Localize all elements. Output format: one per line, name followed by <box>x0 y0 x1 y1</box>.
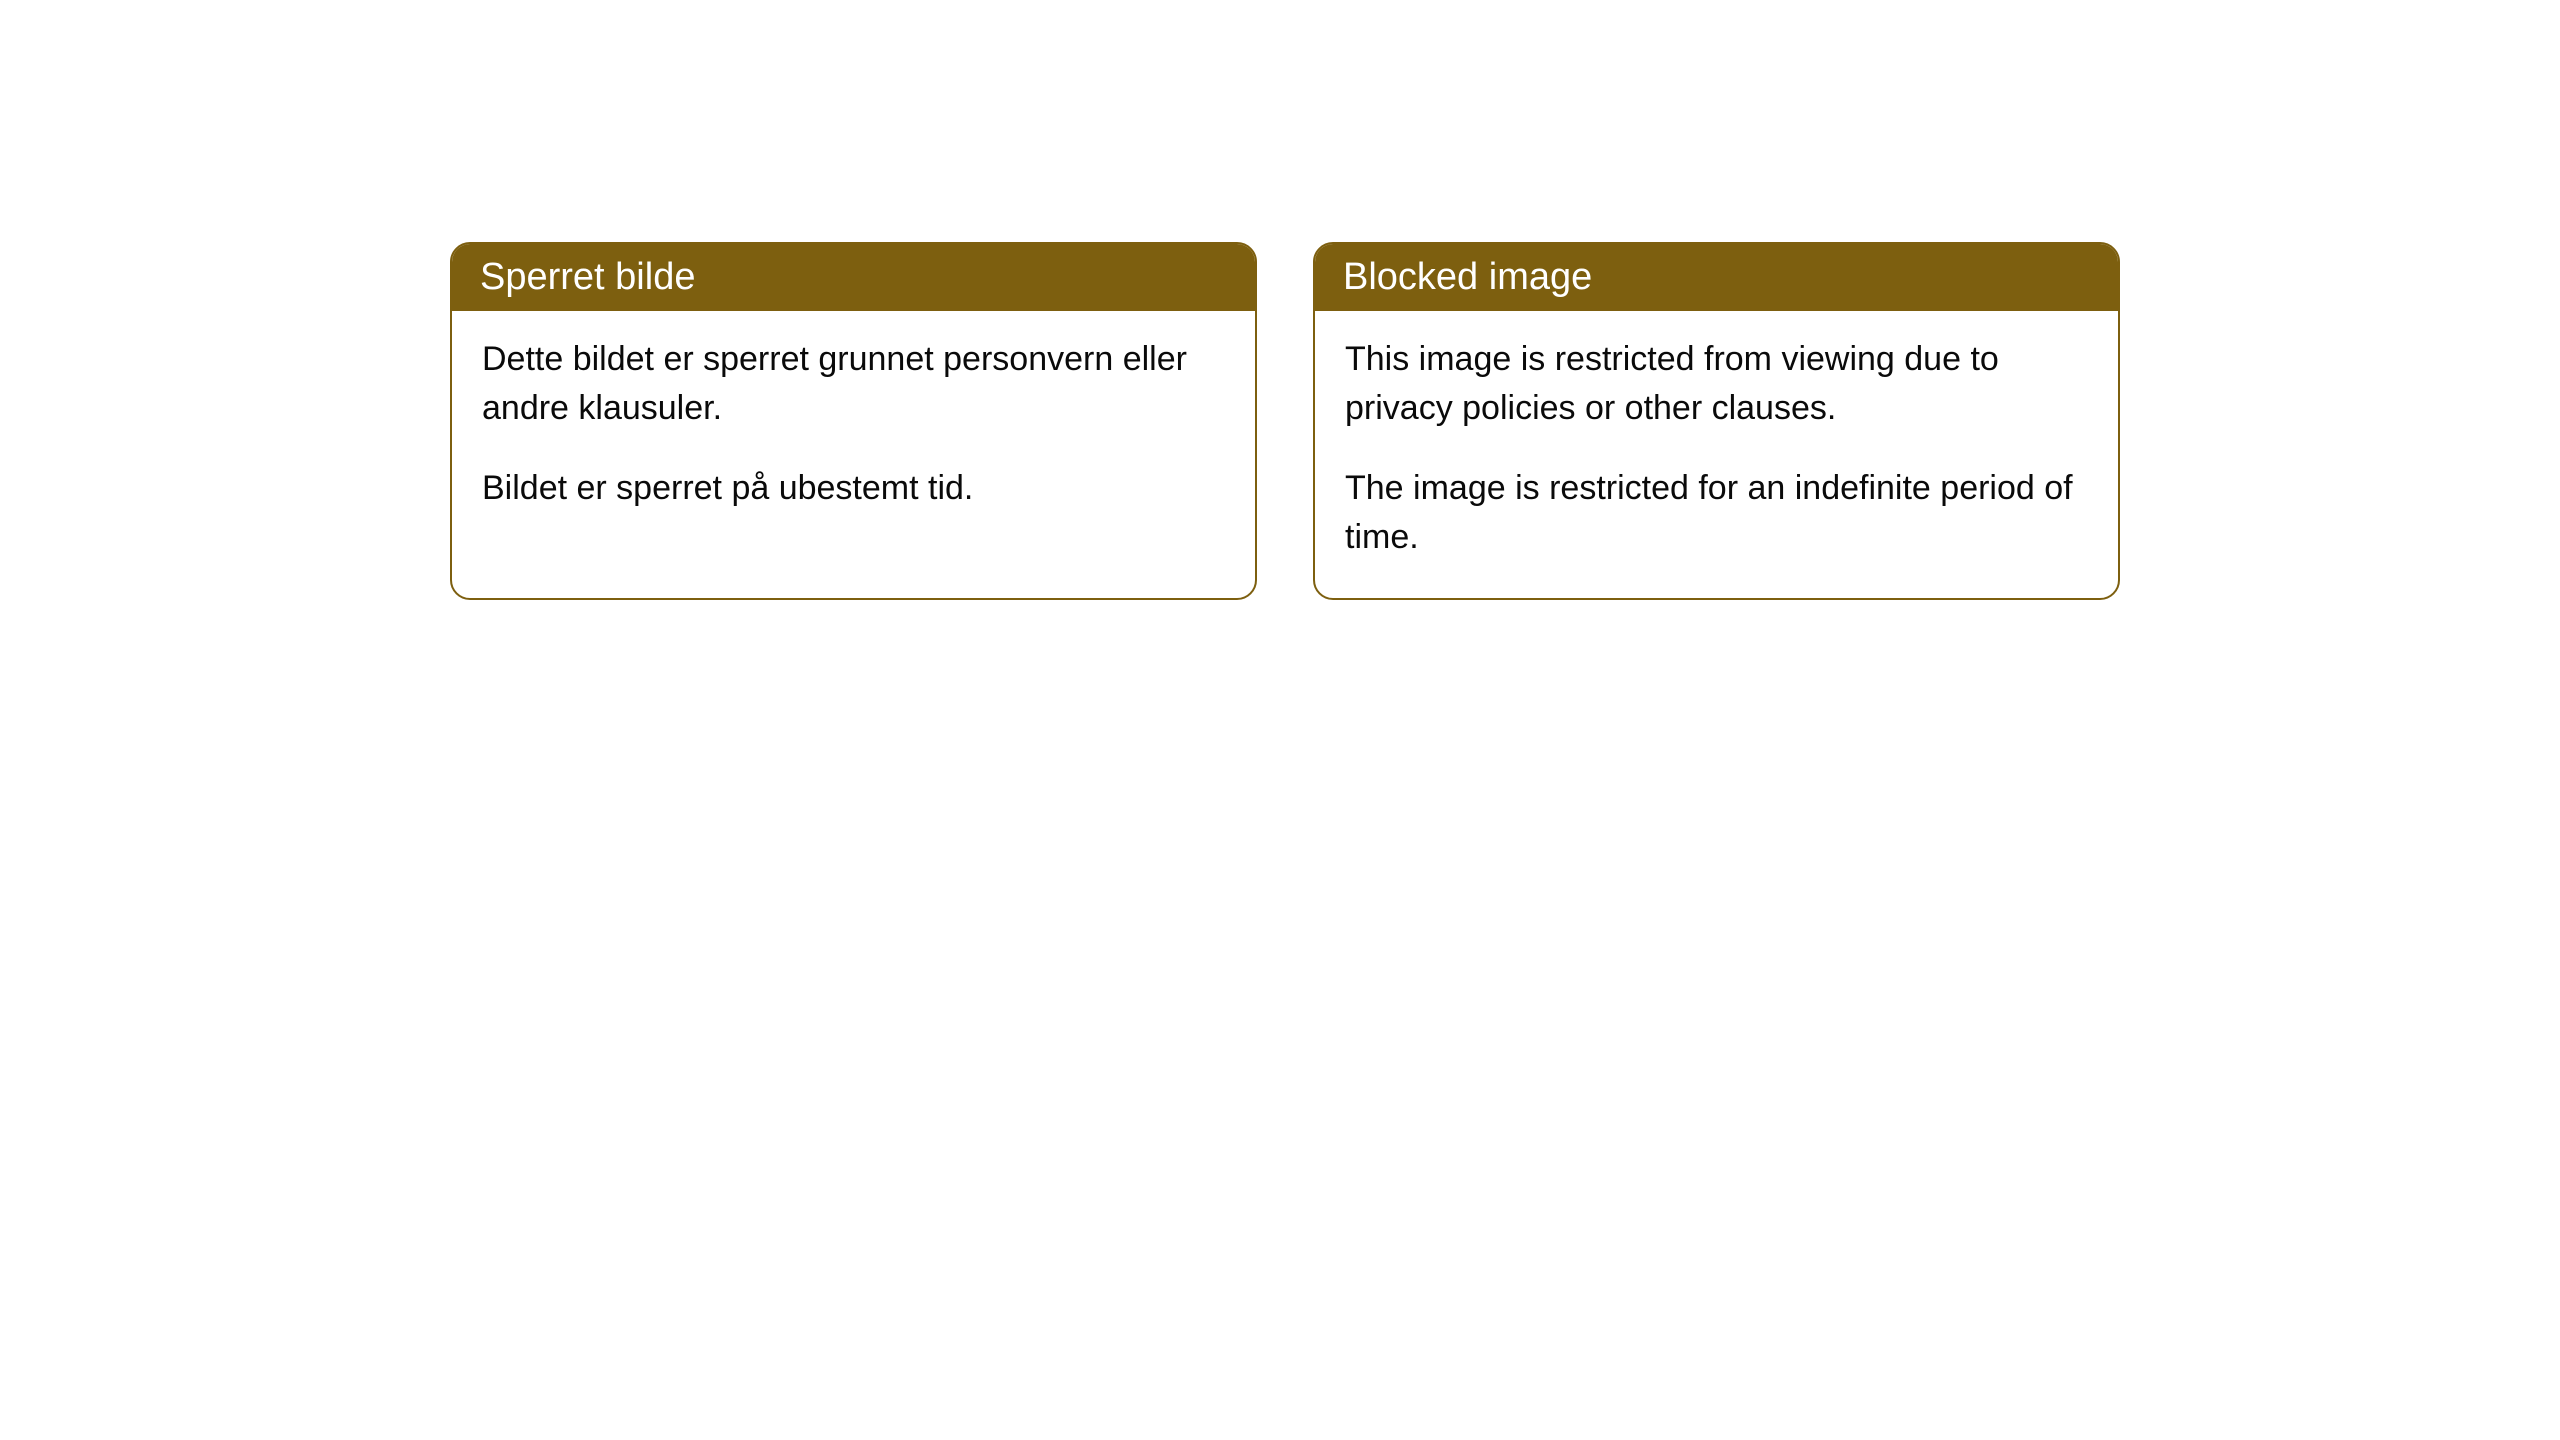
notice-body-english: This image is restricted from viewing du… <box>1315 311 2118 598</box>
notice-card-english: Blocked image This image is restricted f… <box>1313 242 2120 600</box>
notice-text-line-1: This image is restricted from viewing du… <box>1345 335 2088 434</box>
notice-card-norwegian: Sperret bilde Dette bildet er sperret gr… <box>450 242 1257 600</box>
notice-text-line-1: Dette bildet er sperret grunnet personve… <box>482 335 1225 434</box>
notice-text-line-2: Bildet er sperret på ubestemt tid. <box>482 464 1225 513</box>
notice-body-norwegian: Dette bildet er sperret grunnet personve… <box>452 311 1255 549</box>
notice-header-english: Blocked image <box>1315 244 2118 311</box>
notice-text-line-2: The image is restricted for an indefinit… <box>1345 464 2088 563</box>
notice-container: Sperret bilde Dette bildet er sperret gr… <box>450 242 2120 600</box>
notice-header-norwegian: Sperret bilde <box>452 244 1255 311</box>
